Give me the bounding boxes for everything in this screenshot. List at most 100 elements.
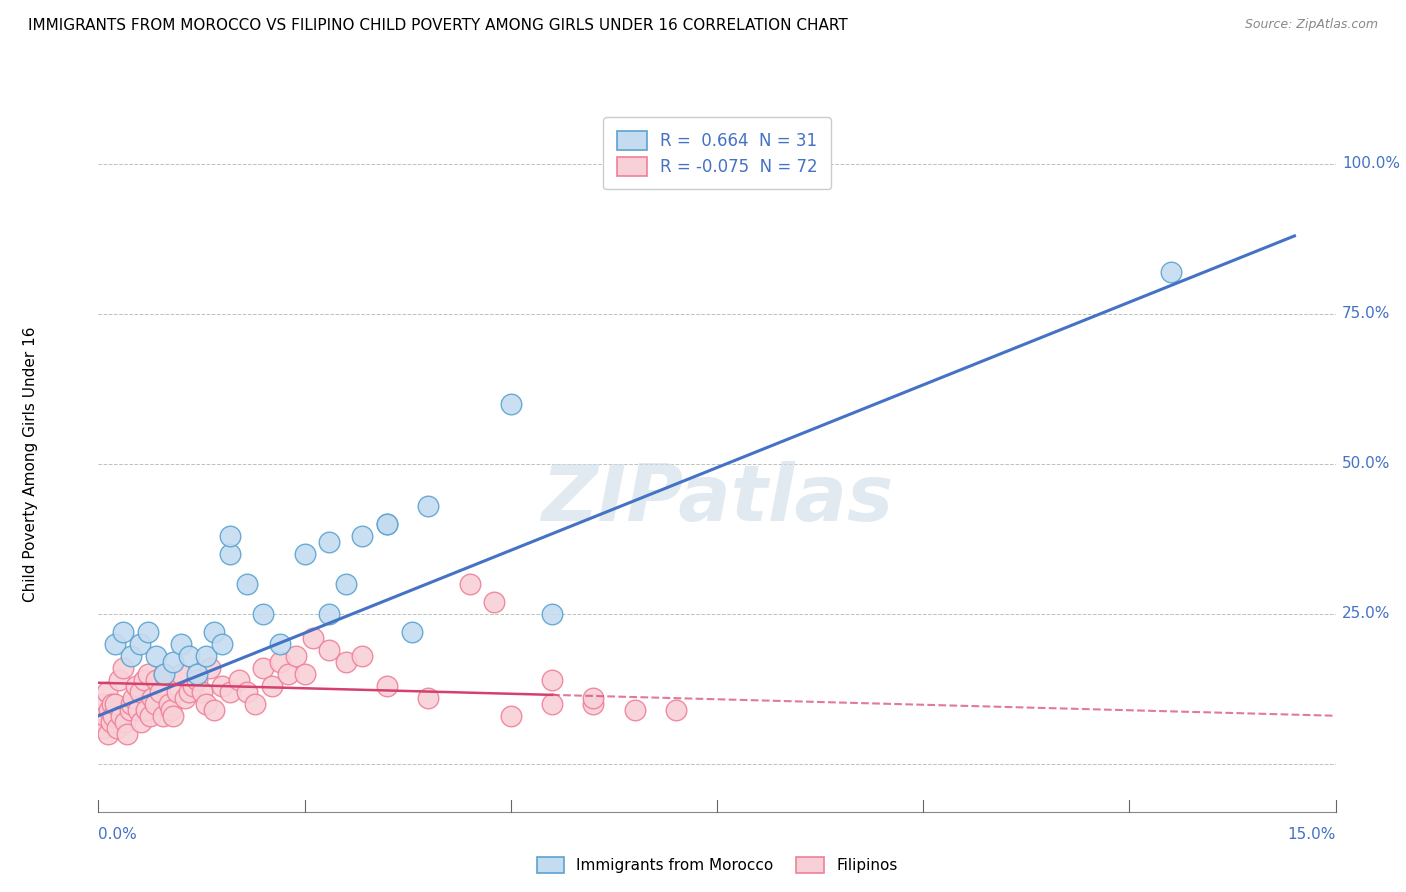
Point: [166, 685, 188, 699]
Text: 100.0%: 100.0%: [1341, 156, 1400, 171]
Point: [153, 666, 176, 681]
Point: [145, 673, 167, 687]
Point: [294, 666, 316, 681]
Point: [149, 685, 172, 699]
Point: [96, 685, 118, 699]
Point: [202, 624, 225, 639]
Point: [252, 661, 274, 675]
Point: [128, 637, 150, 651]
Point: [318, 607, 340, 621]
Point: [103, 708, 125, 723]
Point: [541, 673, 564, 687]
Text: 50.0%: 50.0%: [1341, 457, 1391, 471]
Point: [228, 673, 250, 687]
Point: [170, 666, 193, 681]
Point: [127, 703, 149, 717]
Text: 15.0%: 15.0%: [1288, 827, 1336, 842]
Point: [120, 697, 142, 711]
Point: [104, 637, 127, 651]
Text: 75.0%: 75.0%: [1341, 306, 1391, 321]
Point: [219, 547, 242, 561]
Point: [118, 703, 141, 717]
Point: [252, 607, 274, 621]
Point: [375, 679, 398, 693]
Point: [152, 708, 174, 723]
Point: [112, 661, 135, 675]
Point: [131, 714, 153, 729]
Point: [194, 648, 217, 663]
Point: [97, 727, 120, 741]
Text: IMMIGRANTS FROM MOROCCO VS FILIPINO CHILD POVERTY AMONG GIRLS UNDER 16 CORRELATI: IMMIGRANTS FROM MOROCCO VS FILIPINO CHIL…: [28, 18, 848, 33]
Point: [132, 673, 155, 687]
Point: [179, 685, 201, 699]
Point: [219, 529, 242, 543]
Text: 0.0%: 0.0%: [98, 827, 138, 842]
Point: [401, 624, 423, 639]
Point: [124, 679, 146, 693]
Text: Source: ZipAtlas.com: Source: ZipAtlas.com: [1244, 18, 1378, 31]
Text: 25.0%: 25.0%: [1341, 607, 1391, 622]
Point: [138, 708, 160, 723]
Point: [1160, 265, 1182, 279]
Point: [179, 648, 201, 663]
Point: [484, 595, 506, 609]
Point: [541, 607, 564, 621]
Point: [375, 516, 398, 531]
Point: [181, 679, 204, 693]
Point: [335, 576, 357, 591]
Point: [243, 697, 266, 711]
Point: [128, 685, 150, 699]
Point: [174, 690, 197, 705]
Point: [236, 685, 259, 699]
Point: [211, 679, 233, 693]
Point: [260, 679, 283, 693]
Point: [418, 690, 440, 705]
Point: [294, 547, 316, 561]
Point: [198, 661, 221, 675]
Point: [100, 714, 122, 729]
Point: [665, 703, 688, 717]
Point: [186, 666, 208, 681]
Point: [582, 690, 605, 705]
Point: [101, 697, 124, 711]
Text: ZIPatlas: ZIPatlas: [541, 460, 893, 537]
Point: [141, 690, 163, 705]
Point: [335, 655, 357, 669]
Point: [110, 708, 132, 723]
Point: [211, 637, 233, 651]
Point: [202, 703, 225, 717]
Point: [160, 703, 183, 717]
Point: [194, 697, 217, 711]
Point: [93, 721, 115, 735]
Point: [94, 708, 117, 723]
Point: [458, 576, 481, 591]
Point: [105, 721, 128, 735]
Point: [91, 697, 114, 711]
Point: [285, 648, 308, 663]
Point: [120, 648, 142, 663]
Point: [190, 685, 212, 699]
Point: [112, 624, 135, 639]
Point: [582, 697, 605, 711]
Point: [302, 631, 325, 645]
Point: [375, 516, 398, 531]
Point: [136, 666, 159, 681]
Point: [108, 673, 131, 687]
Point: [219, 685, 242, 699]
Point: [104, 697, 127, 711]
Point: [170, 637, 193, 651]
Point: [162, 655, 184, 669]
Point: [122, 690, 145, 705]
Point: [499, 397, 522, 411]
Point: [318, 642, 340, 657]
Point: [277, 666, 299, 681]
Point: [135, 703, 157, 717]
Point: [418, 499, 440, 513]
Point: [541, 697, 564, 711]
Point: [352, 529, 374, 543]
Point: [623, 703, 645, 717]
Point: [145, 648, 167, 663]
Point: [114, 714, 136, 729]
Point: [98, 703, 121, 717]
Point: [162, 708, 184, 723]
